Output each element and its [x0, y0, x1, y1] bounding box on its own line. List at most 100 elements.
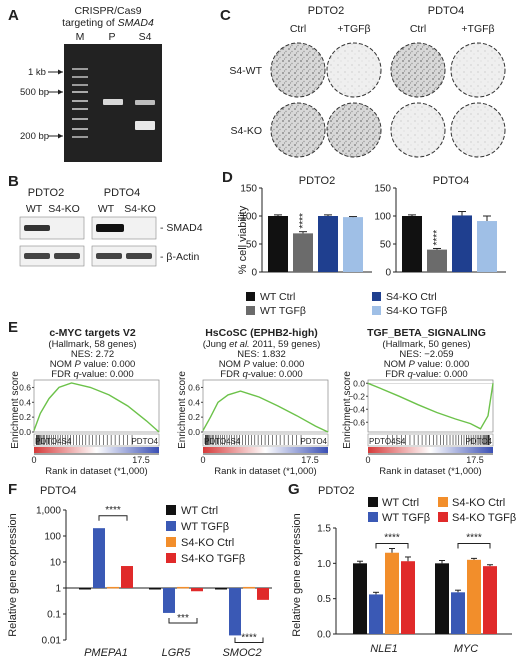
legend-f-wt-ctrl-swatch — [166, 505, 176, 515]
legend-g-wt-tgf-swatch — [368, 512, 378, 522]
panel-e-letter: E — [8, 319, 18, 336]
gsea-ylabel-2: Enrichment score — [342, 371, 353, 449]
panel-f-bar-2-0 — [215, 588, 227, 590]
gsea-sub-0: (Hallmark, 58 genes) — [48, 339, 136, 350]
panel-g-yticklabel-2: 1.0 — [317, 559, 331, 570]
gsea-nom-0: NOM P value: 0.000 — [50, 359, 136, 370]
colony-col-ctrl-1: Ctrl — [290, 23, 306, 35]
gsea-xlabel-0: Rank in dataset (*1,000) — [45, 466, 147, 477]
panel-f-yticklabel-1: 100 — [44, 532, 61, 543]
legend-f-s4-tgf: S4-KO TGFβ — [181, 553, 245, 565]
gsea-nom-2: NOM P value: 0.000 — [384, 359, 470, 370]
panel-g-bar-1-3 — [483, 566, 497, 634]
lane-p-label: P — [108, 31, 115, 43]
panel-f-ylabel: Relative gene expression — [7, 513, 19, 637]
panel-f-xlabel-2: SMOC2 — [222, 647, 261, 659]
panel-d-sig-1: **** — [432, 230, 443, 246]
legend-g-s4-tgf-swatch — [438, 512, 448, 522]
panel-g-sig-0: **** — [384, 533, 400, 544]
legend-g-s4-ctrl: S4-KO Ctrl — [452, 497, 505, 509]
panel-g-bracket-1 — [457, 543, 491, 549]
gsea-xlabel-1: Rank in dataset (*1,000) — [214, 466, 316, 477]
gsea-title-0: c-MYC targets V2 — [49, 327, 136, 339]
gel-bands — [72, 68, 155, 138]
panel-f-xlabel-0: PMEPA1 — [84, 647, 128, 659]
gsea-fdr-2: FDR q-value: 0.000 — [385, 369, 467, 380]
gsea-right-label-1: PDTO4 — [300, 437, 327, 446]
band-actin: - β-Actin — [160, 251, 199, 263]
panel-f-bar-2-1 — [229, 588, 241, 636]
gsea-yticklabel-1-1: 0.4 — [188, 397, 200, 407]
gsea-fdr-c-0: -value: 0.000 — [79, 369, 134, 380]
colony-wells — [270, 42, 506, 158]
marker-500bp: 500 bp — [20, 87, 49, 98]
gsea-sub-1: (Jung et al. 2011, 59 genes) — [203, 339, 321, 350]
legend-d-s4-ctrl: S4-KO Ctrl — [386, 291, 437, 303]
legend-f-s4-tgf-swatch — [166, 553, 176, 563]
colony-col-tgf-2: +TGFβ — [461, 23, 494, 35]
gsea-nes-2: NES: −2.059 — [399, 349, 453, 360]
panel-d-ylabel: % cell viability — [237, 205, 249, 274]
panel-d-charts: PDTO2 0 50 100 150 **** PDTO4 0 50 100 150 **** — [240, 175, 506, 279]
legend-f-s4-ctrl: S4-KO Ctrl — [181, 537, 234, 549]
gsea-fdr-0: FDR q-value: 0.000 — [51, 369, 133, 380]
legend-d-s4-tgf-swatch — [372, 306, 381, 315]
blot-lane-ko-1: S4-KO — [48, 203, 80, 215]
legend-g-wt-tgf: WT TGFβ — [382, 512, 430, 524]
legend-f-s4-ctrl-swatch — [166, 537, 176, 547]
panel-d-bar-0-2 — [318, 216, 338, 272]
gsea-fdr-a-0: FDR — [51, 369, 73, 380]
gsea-yticklabel-0-1: 0.4 — [19, 397, 31, 407]
panel-d-yticklabel-0-2: 100 — [240, 212, 257, 223]
panel-g-bar-0-3 — [401, 561, 415, 634]
panel-f-legend: WT Ctrl WT TGFβ S4-KO Ctrl S4-KO TGFβ — [166, 505, 245, 565]
panel-f-bracket-1 — [168, 618, 198, 624]
panel-g-letter: G — [288, 481, 300, 498]
legend-g-wt-ctrl: WT Ctrl — [382, 497, 419, 509]
panel-f-bar-0-3 — [121, 566, 133, 588]
panel-f-bracket-2 — [234, 637, 264, 644]
panel-g-bar-0-2 — [385, 552, 399, 634]
blot-group-pdto4: PDTO4 — [104, 187, 140, 199]
gsea-title-2: TGF_BETA_SIGNALING — [367, 327, 486, 339]
panel-d-yticklabel-1-2: 100 — [374, 212, 391, 223]
gsea-yticklabel-0-2: 0.2 — [19, 412, 31, 422]
panel-g-legend: WT Ctrl WT TGFβ S4-KO Ctrl S4-KO TGFβ — [368, 497, 516, 524]
panel-g-bar-0-0 — [353, 563, 367, 634]
panel-d-bar-1-0 — [402, 216, 422, 272]
panel-c-letter: C — [220, 7, 231, 24]
panel-g-yticklabel-1: 0.5 — [317, 594, 331, 605]
gsea-ylabel-0: Enrichment score — [10, 371, 21, 449]
gsea-hits-box-2 — [367, 433, 494, 447]
panel-d-legend: WT Ctrl WT TGFβ S4-KO Ctrl S4-KO TGFβ — [246, 291, 447, 317]
panel-b-letter: B — [8, 173, 19, 190]
gsea-fdr-b-2: q — [407, 369, 413, 380]
panel-g-bar-1-2 — [467, 559, 481, 634]
gsea-sub-c-1: 2011, 59 genes) — [250, 339, 321, 350]
gsea-sub-a-1: (Jung — [203, 339, 229, 350]
panel-f-bar-1-0 — [149, 588, 161, 590]
panel-g-yticklabel-0: 0.0 — [317, 630, 331, 641]
panel-f-yticklabel-5: 0.01 — [42, 636, 62, 647]
gsea-title-1: HsCoSC (EPHB2-high) — [205, 327, 318, 339]
marker-200bp: 200 bp — [20, 131, 49, 142]
panel-f-bar-0-1 — [93, 528, 105, 588]
gsea-ylabel-1: Enrichment score — [177, 371, 188, 449]
gsea-frame-1 — [202, 379, 329, 433]
gsea-fdr-c-1: -value: 0.000 — [248, 369, 303, 380]
panel-a-title-line1: CRISPR/Cas9 — [74, 5, 141, 17]
gsea-right-label-2: PDTO4 — [465, 437, 492, 446]
panel-d-bar-1-1 — [427, 249, 447, 272]
panel-f-yticklabel-3: 1 — [55, 584, 61, 595]
panel-f-sig-1: *** — [177, 613, 189, 624]
gsea-nom-b-0: P — [75, 359, 82, 370]
panel-d-yticklabel-0-3: 150 — [240, 184, 257, 195]
panel-f-letter: F — [8, 481, 17, 498]
gsea-gradient-0 — [34, 447, 159, 453]
legend-g-wt-ctrl-swatch — [368, 497, 378, 507]
gsea-gradient-2 — [368, 447, 493, 453]
panel-f-bar-1-3 — [191, 588, 203, 592]
legend-f-wt-tgf-swatch — [166, 521, 176, 531]
gsea-right-label-0: PDTO4 — [131, 437, 158, 446]
